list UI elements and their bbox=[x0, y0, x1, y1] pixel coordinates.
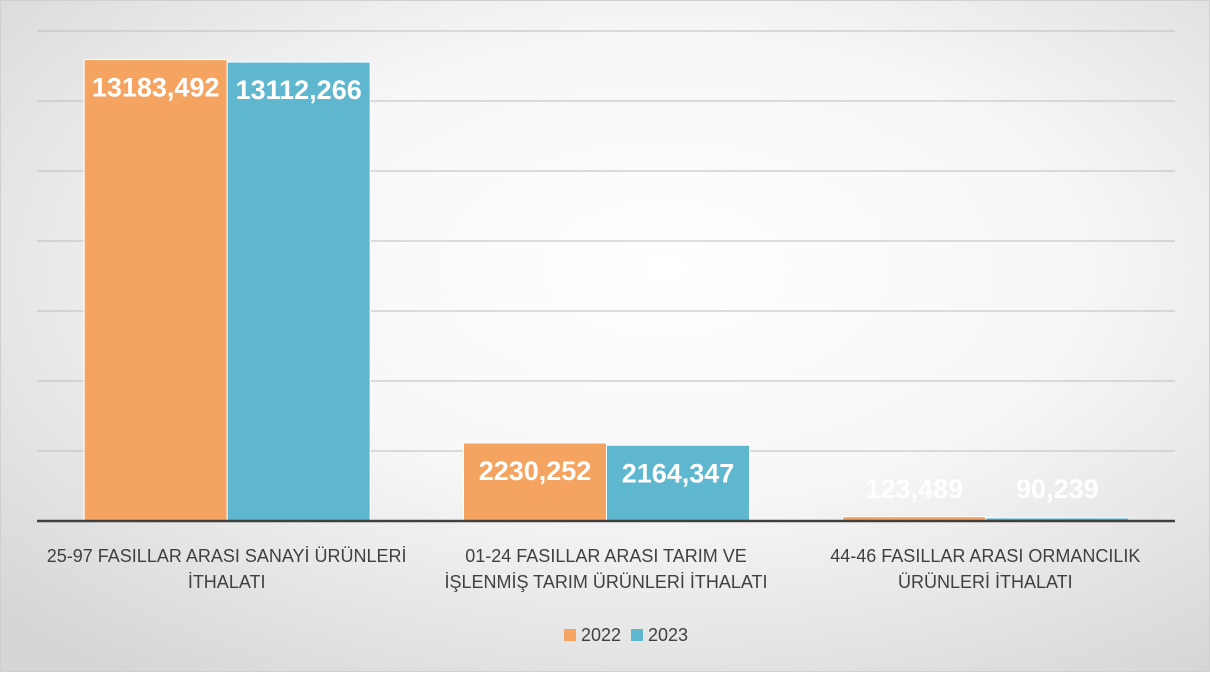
data-label: 123,489 bbox=[866, 474, 964, 504]
bar bbox=[226, 61, 371, 522]
x-tick-label: 44-46 FASILLAR ARASI ORMANCILIK ÜRÜNLERİ … bbox=[830, 546, 1140, 592]
legend-swatch bbox=[563, 629, 576, 641]
legend-swatch bbox=[631, 629, 643, 641]
data-label: 13112,266 bbox=[236, 75, 362, 105]
bar bbox=[463, 442, 607, 522]
data-label: 2164,347 bbox=[622, 458, 735, 488]
bar bbox=[83, 59, 228, 522]
data-label: 90,239 bbox=[1016, 474, 1099, 504]
legend-label: 2022 bbox=[581, 625, 621, 645]
legend-label: 2023 bbox=[648, 625, 688, 645]
x-tick-label: 25-97 FASILLAR ARASI SANAYİ ÜRÜNLERİ İTHA… bbox=[47, 546, 407, 592]
x-tick-label: 01-24 FASILLAR ARASI TARIM VE İŞLENMİŞ TA… bbox=[444, 546, 767, 592]
data-label: 13183,492 bbox=[92, 73, 220, 103]
data-label: 2230,252 bbox=[479, 456, 592, 486]
bar bbox=[606, 444, 750, 522]
